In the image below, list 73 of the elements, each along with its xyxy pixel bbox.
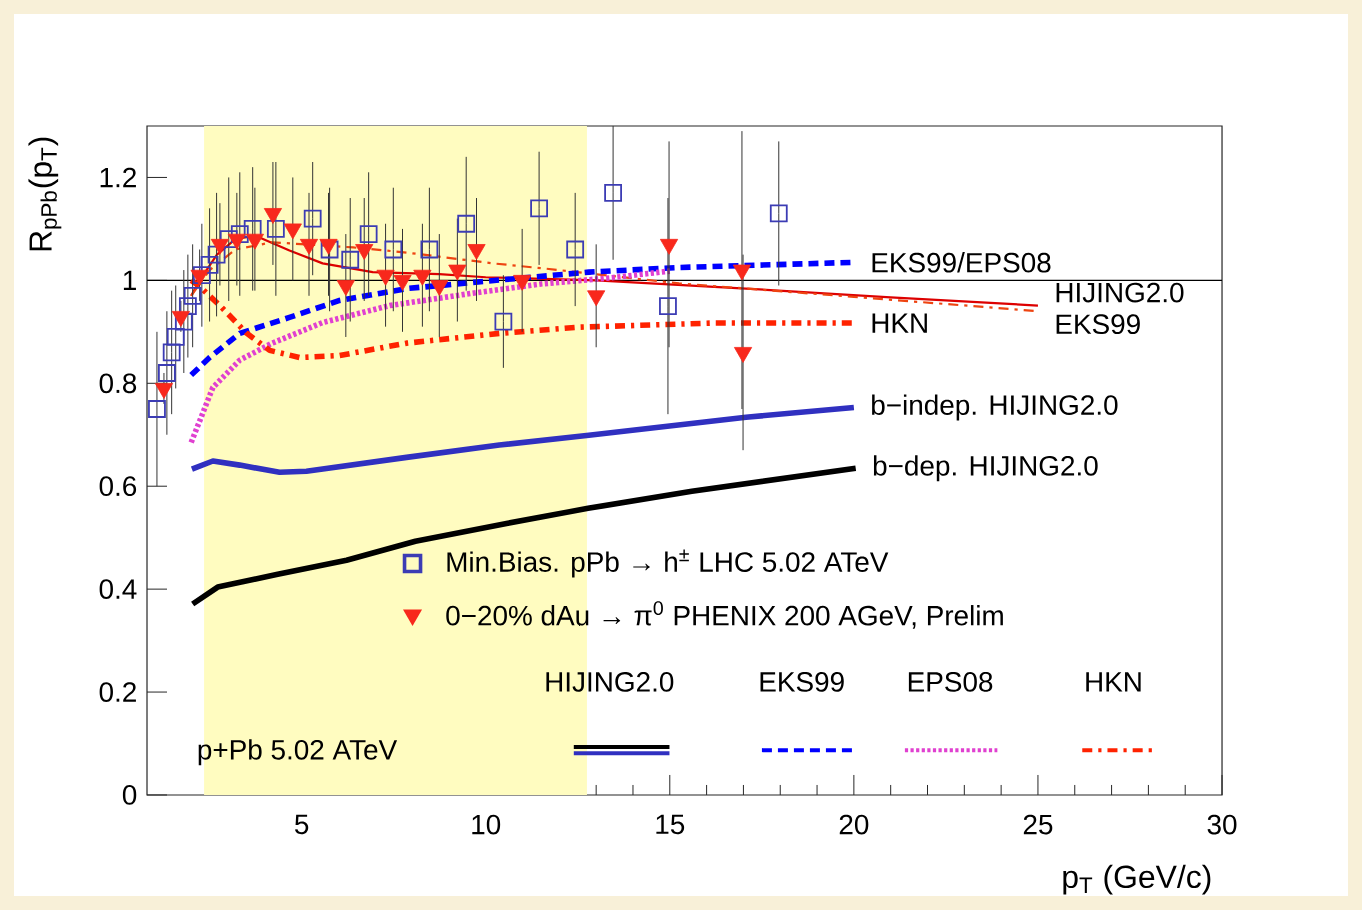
point	[384, 240, 403, 259]
point	[303, 209, 322, 228]
y-tick-label: 0.2	[99, 682, 136, 702]
point	[230, 225, 249, 243]
point	[448, 264, 467, 281]
series-label: EKS99	[1056, 314, 1140, 335]
annotation: EPS08	[908, 672, 993, 692]
x-tick-label: 10	[472, 814, 501, 835]
point	[162, 343, 181, 362]
point	[166, 328, 185, 346]
point	[494, 312, 513, 331]
y-tick-label: 0.6	[99, 476, 137, 497]
y-tick-label: 0.4	[99, 579, 137, 600]
point	[467, 244, 486, 260]
point	[341, 250, 360, 269]
x-tick-label: 20	[839, 814, 869, 835]
annotation: HKN	[1086, 672, 1141, 692]
y-axis-title: R$_{pPb}$(p$_{T}$)	[28, 137, 62, 251]
point	[530, 199, 548, 218]
point	[420, 240, 439, 259]
point	[154, 383, 173, 399]
y-tick-label: 0.8	[99, 373, 137, 394]
point	[266, 220, 285, 238]
point	[171, 310, 190, 327]
point	[320, 240, 339, 259]
point	[430, 280, 449, 296]
x-tick-label: 15	[656, 814, 685, 835]
point	[336, 280, 355, 296]
series-label: HIJING2.0	[1056, 282, 1184, 303]
point	[200, 256, 219, 274]
point	[263, 208, 282, 224]
annotation: p+Pb 5.02 ATeV	[198, 739, 398, 766]
y-tick-label: 1.2	[100, 167, 136, 188]
y-tick-label: 0	[122, 785, 137, 805]
point	[210, 238, 229, 255]
point	[283, 223, 302, 240]
x-axis-title: p$_{T}$ (GeV/c)	[1063, 864, 1211, 895]
annotation: EKS99	[760, 672, 844, 692]
series-label: EKS99/EPS08	[872, 252, 1051, 273]
point	[732, 264, 752, 281]
point	[659, 297, 677, 315]
point	[207, 245, 226, 264]
point	[733, 347, 753, 363]
point	[148, 400, 166, 418]
series-label: b−indep. HIJING2.0	[872, 394, 1118, 421]
legend-label: Min.Bias. pPb → h$^{±}$ LHC 5.02 ATeV	[447, 549, 889, 578]
point	[245, 233, 264, 250]
point	[157, 364, 176, 382]
point	[243, 220, 262, 238]
point	[355, 244, 374, 260]
point	[457, 214, 476, 233]
point	[587, 290, 606, 307]
y-tick-label: 1	[123, 270, 136, 290]
point	[376, 269, 395, 286]
point	[227, 233, 246, 250]
annotation: HIJING2.0	[546, 672, 674, 692]
x-tick-label: 25	[1023, 814, 1053, 835]
point	[183, 286, 202, 305]
point	[659, 238, 679, 255]
x-tick-label: 5	[295, 814, 309, 835]
series-label: HKN	[872, 313, 927, 333]
point	[566, 240, 585, 259]
point	[319, 238, 338, 255]
point	[359, 225, 378, 243]
legend-label: 0−20% dAu → π$^{0}$ PHENIX 200 AGeV, Prelim	[446, 601, 1003, 629]
point	[413, 269, 432, 286]
x-tick-label: 30	[1207, 814, 1237, 835]
point	[769, 204, 788, 223]
point	[513, 274, 532, 291]
point	[299, 238, 319, 255]
point	[604, 183, 622, 202]
series-label: b−dep. HIJING2.0	[873, 455, 1098, 482]
point	[393, 274, 412, 291]
